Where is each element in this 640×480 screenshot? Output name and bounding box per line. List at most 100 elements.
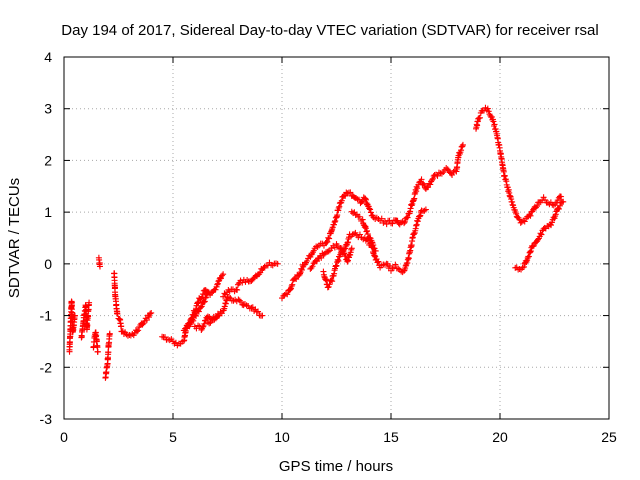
- data-point: [378, 215, 385, 222]
- data-point: [356, 231, 363, 238]
- data-point: [234, 286, 241, 293]
- data-point: [318, 254, 325, 261]
- x-tick-labels: 0 5 10 15 20 25: [60, 429, 617, 445]
- data-point: [106, 330, 113, 337]
- x-tick-label: 25: [601, 429, 617, 445]
- data-point: [225, 286, 232, 293]
- data-point: [356, 213, 363, 220]
- y-tick-label: -3: [40, 411, 53, 427]
- data-point: [347, 189, 354, 196]
- data-point: [534, 236, 541, 243]
- data-point: [458, 147, 465, 154]
- data-point: [383, 221, 390, 228]
- data-point: [366, 205, 373, 212]
- data-point: [513, 210, 520, 217]
- data-point: [389, 220, 396, 227]
- data-point: [309, 263, 316, 270]
- data-point: [334, 256, 341, 263]
- data-point: [548, 219, 555, 226]
- data-point: [313, 258, 320, 265]
- data-point: [212, 286, 219, 293]
- y-tick-labels: -3 -2 -1 0 1 2 3 4: [40, 49, 53, 427]
- data-point: [395, 265, 402, 272]
- data-point: [236, 297, 243, 304]
- data-point: [135, 327, 142, 334]
- data-point: [304, 257, 311, 264]
- data-point: [331, 219, 338, 226]
- data-point: [143, 317, 150, 324]
- data-point: [367, 206, 374, 213]
- data-point: [525, 253, 532, 260]
- data-point: [364, 227, 371, 234]
- data-point: [274, 260, 281, 267]
- data-point: [527, 248, 534, 255]
- data-point: [219, 272, 226, 279]
- data-point: [484, 105, 491, 112]
- data-point: [338, 197, 345, 204]
- data-point: [198, 303, 205, 310]
- data-point: [105, 349, 112, 356]
- data-point: [190, 317, 197, 324]
- data-point: [86, 299, 93, 306]
- data-point: [335, 257, 342, 264]
- data-point: [201, 299, 208, 306]
- data-point: [414, 218, 421, 225]
- data-points: [66, 104, 567, 381]
- data-point: [348, 245, 355, 252]
- data-point: [199, 291, 206, 298]
- data-point: [296, 271, 303, 278]
- data-point: [204, 290, 211, 297]
- data-point: [521, 218, 528, 225]
- data-point: [558, 193, 565, 200]
- data-point: [459, 141, 466, 148]
- y-tick-label: 3: [44, 101, 52, 117]
- data-point: [336, 203, 343, 210]
- data-point: [206, 320, 213, 327]
- data-point: [281, 291, 288, 298]
- x-axis-label: GPS time / hours: [279, 458, 393, 475]
- data-point: [289, 281, 296, 288]
- data-point: [420, 180, 427, 187]
- data-point: [429, 175, 436, 182]
- data-point: [139, 321, 146, 328]
- data-point: [548, 222, 555, 229]
- data-point: [134, 328, 141, 335]
- data-point: [201, 298, 208, 305]
- y-tick-label: 4: [44, 49, 52, 65]
- data-point: [220, 271, 227, 278]
- data-point: [329, 224, 336, 231]
- data-point: [85, 313, 92, 320]
- data-point: [204, 319, 211, 326]
- data-point: [114, 310, 121, 317]
- x-tick-label: 10: [274, 429, 290, 445]
- data-point: [550, 202, 557, 209]
- data-point: [198, 326, 205, 333]
- y-tick-label: 0: [44, 256, 52, 272]
- data-point: [326, 281, 333, 288]
- data-point: [194, 300, 201, 307]
- data-point: [288, 283, 295, 290]
- data-point: [148, 309, 155, 316]
- data-point: [341, 246, 348, 253]
- data-point: [416, 213, 423, 220]
- data-point: [390, 264, 397, 271]
- data-point: [118, 323, 125, 330]
- data-point: [199, 323, 206, 330]
- y-tick-label: 2: [44, 152, 52, 168]
- x-tick-label: 15: [383, 429, 399, 445]
- data-point: [147, 310, 154, 317]
- data-point: [197, 304, 204, 311]
- data-point: [287, 286, 294, 293]
- data-point: [422, 206, 429, 213]
- data-point: [485, 108, 492, 115]
- data-point: [556, 202, 563, 209]
- data-point: [538, 231, 545, 238]
- data-point: [189, 316, 196, 323]
- y-tick-label: -2: [40, 359, 53, 375]
- data-point: [328, 276, 335, 283]
- data-point: [325, 234, 332, 241]
- x-tick-label: 20: [492, 429, 508, 445]
- data-point: [332, 217, 339, 224]
- x-tick-label: 5: [169, 429, 177, 445]
